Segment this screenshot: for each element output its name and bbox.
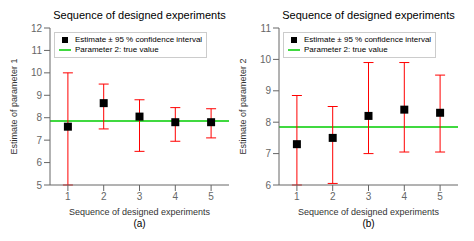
html-text:(b): (b)	[362, 218, 375, 229]
svg-text:2: 2	[101, 191, 107, 202]
svg-text:4: 4	[173, 191, 179, 202]
svg-text:3: 3	[366, 191, 372, 202]
svg-text:5: 5	[208, 191, 214, 202]
svg-text:Estimate of parameter 2: Estimate of parameter 2	[238, 58, 248, 154]
svg-text:9: 9	[265, 85, 271, 96]
html-text:Estimate ± 95 % confidence int: Estimate ± 95 % confidence interval	[75, 35, 203, 44]
svg-text:10: 10	[31, 67, 43, 78]
svg-text:10: 10	[260, 54, 272, 65]
svg-text:5: 5	[36, 180, 42, 191]
svg-text:11: 11	[261, 23, 272, 34]
svg-text:8: 8	[265, 117, 271, 128]
svg-text:4: 4	[402, 191, 408, 202]
svg-text:11: 11	[32, 45, 43, 56]
svg-text:8: 8	[36, 112, 42, 123]
html-text:Parameter 2: true value: Parameter 2: true value	[304, 45, 388, 54]
svg-text:9: 9	[36, 90, 42, 101]
svg-text:Sequence of designed experimen: Sequence of designed experiments	[69, 207, 211, 217]
svg-text:6: 6	[36, 157, 42, 168]
html-text:Parameter 2: true value: Parameter 2: true value	[75, 45, 159, 54]
svg-text:2: 2	[330, 191, 336, 202]
svg-text:12: 12	[31, 23, 43, 34]
html-text:Sequence of designed experimen: Sequence of designed experiments	[53, 9, 226, 21]
svg-text:5: 5	[437, 191, 443, 202]
svg-text:1: 1	[65, 191, 71, 202]
html-text:Sequence of designed experimen: Sequence of designed experiments	[282, 9, 455, 21]
html-text:Estimate ± 95 % confidence int: Estimate ± 95 % confidence interval	[304, 35, 432, 44]
svg-text:Estimate of parameter 1: Estimate of parameter 1	[9, 58, 19, 154]
svg-text:Sequence of designed experimen: Sequence of designed experiments	[298, 207, 440, 217]
svg-text:6: 6	[265, 180, 271, 191]
svg-text:3: 3	[137, 191, 143, 202]
html-text:(a): (a)	[133, 218, 146, 229]
svg-text:1: 1	[294, 191, 300, 202]
svg-text:7: 7	[36, 135, 42, 146]
svg-text:7: 7	[265, 148, 271, 159]
